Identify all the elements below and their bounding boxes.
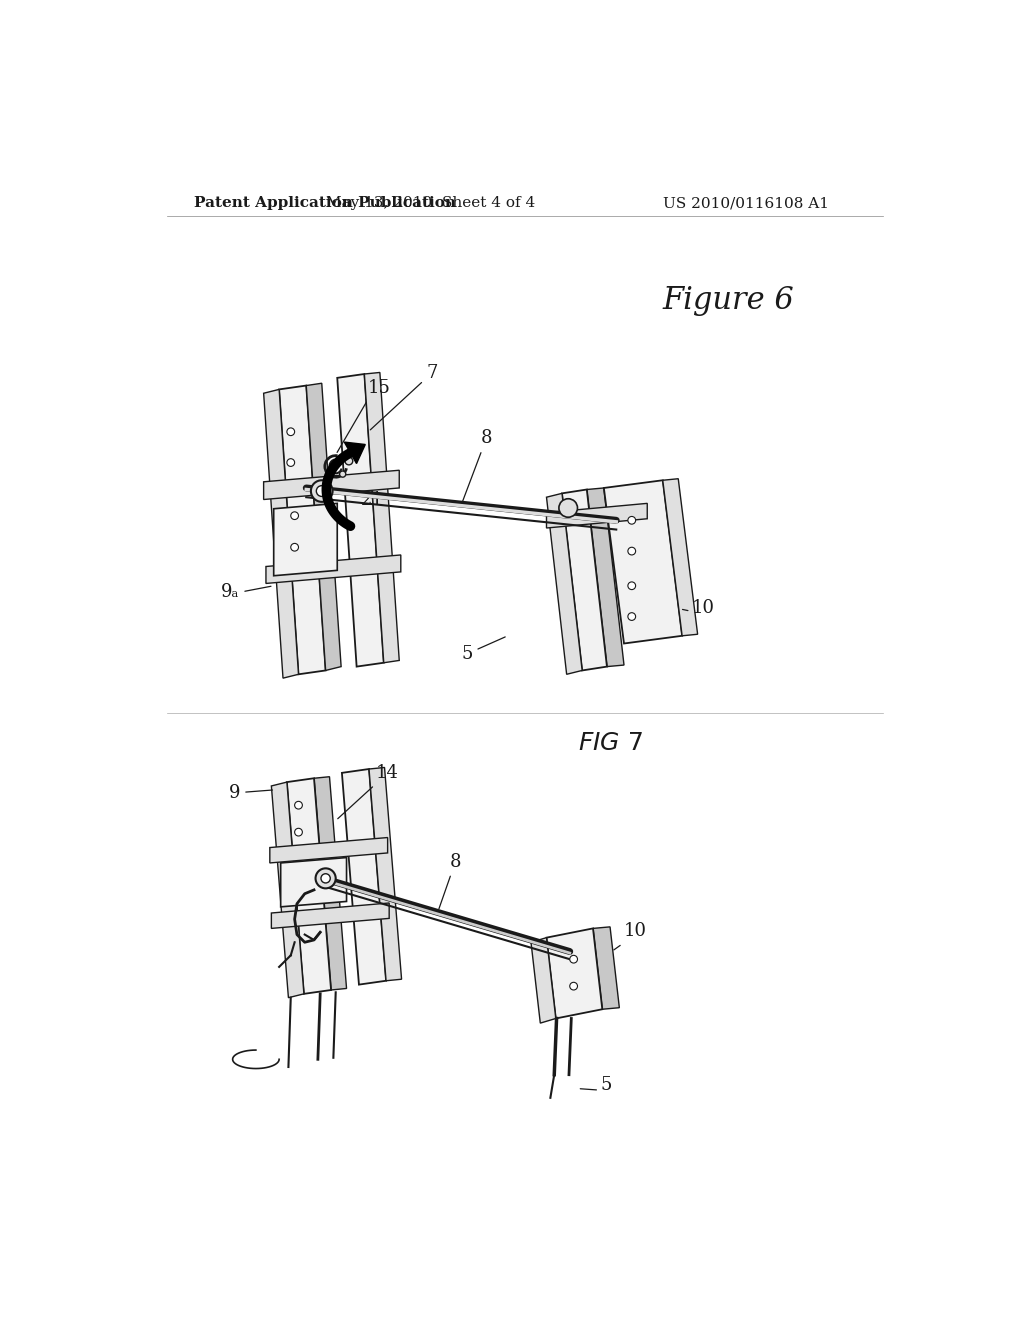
Polygon shape [369, 767, 401, 981]
Text: 7: 7 [371, 364, 437, 430]
Polygon shape [314, 776, 346, 990]
Text: 8: 8 [462, 429, 493, 503]
Polygon shape [547, 494, 583, 675]
Text: 5: 5 [461, 638, 505, 663]
Polygon shape [547, 503, 647, 528]
Polygon shape [587, 488, 624, 667]
Polygon shape [266, 554, 400, 583]
Text: 14: 14 [338, 764, 399, 818]
Circle shape [287, 428, 295, 436]
Polygon shape [365, 372, 399, 663]
Circle shape [287, 458, 295, 466]
Polygon shape [562, 490, 607, 671]
Polygon shape [531, 937, 556, 1023]
Circle shape [628, 582, 636, 590]
Polygon shape [263, 389, 299, 678]
Polygon shape [271, 903, 389, 928]
Circle shape [628, 516, 636, 524]
Text: May 13, 2010  Sheet 4 of 4: May 13, 2010 Sheet 4 of 4 [326, 197, 535, 210]
Text: Figure 6: Figure 6 [663, 285, 795, 317]
Text: 9: 9 [228, 784, 272, 801]
Circle shape [315, 869, 336, 888]
Circle shape [345, 457, 352, 465]
Polygon shape [344, 442, 366, 463]
Text: 15: 15 [337, 379, 391, 453]
Circle shape [628, 612, 636, 620]
Circle shape [295, 829, 302, 836]
Polygon shape [547, 928, 602, 1019]
Circle shape [295, 801, 302, 809]
Polygon shape [342, 770, 386, 985]
Circle shape [628, 548, 636, 554]
Text: $FIG$ $7$: $FIG$ $7$ [578, 733, 642, 755]
Text: 8: 8 [439, 853, 461, 909]
Circle shape [316, 486, 328, 496]
Circle shape [559, 499, 578, 517]
Text: 10: 10 [624, 923, 647, 940]
Polygon shape [271, 781, 304, 998]
Polygon shape [281, 858, 346, 907]
Polygon shape [604, 480, 682, 644]
Polygon shape [306, 383, 341, 671]
Circle shape [569, 956, 578, 964]
Text: 10: 10 [692, 599, 715, 616]
Circle shape [321, 874, 331, 883]
Circle shape [340, 471, 346, 478]
Text: 5: 5 [601, 1076, 612, 1094]
Text: 21: 21 [360, 491, 383, 510]
Text: Patent Application Publication: Patent Application Publication [194, 197, 456, 210]
Circle shape [291, 512, 299, 520]
Polygon shape [273, 503, 337, 576]
Polygon shape [280, 385, 326, 675]
Polygon shape [337, 374, 384, 667]
Polygon shape [263, 470, 399, 499]
Polygon shape [287, 779, 331, 994]
Text: 9ₐ: 9ₐ [221, 583, 271, 602]
Polygon shape [270, 837, 388, 863]
Circle shape [311, 480, 333, 502]
Text: US 2010/0116108 A1: US 2010/0116108 A1 [663, 197, 828, 210]
Polygon shape [663, 479, 697, 636]
Polygon shape [593, 927, 620, 1010]
Circle shape [569, 982, 578, 990]
Circle shape [291, 544, 299, 552]
